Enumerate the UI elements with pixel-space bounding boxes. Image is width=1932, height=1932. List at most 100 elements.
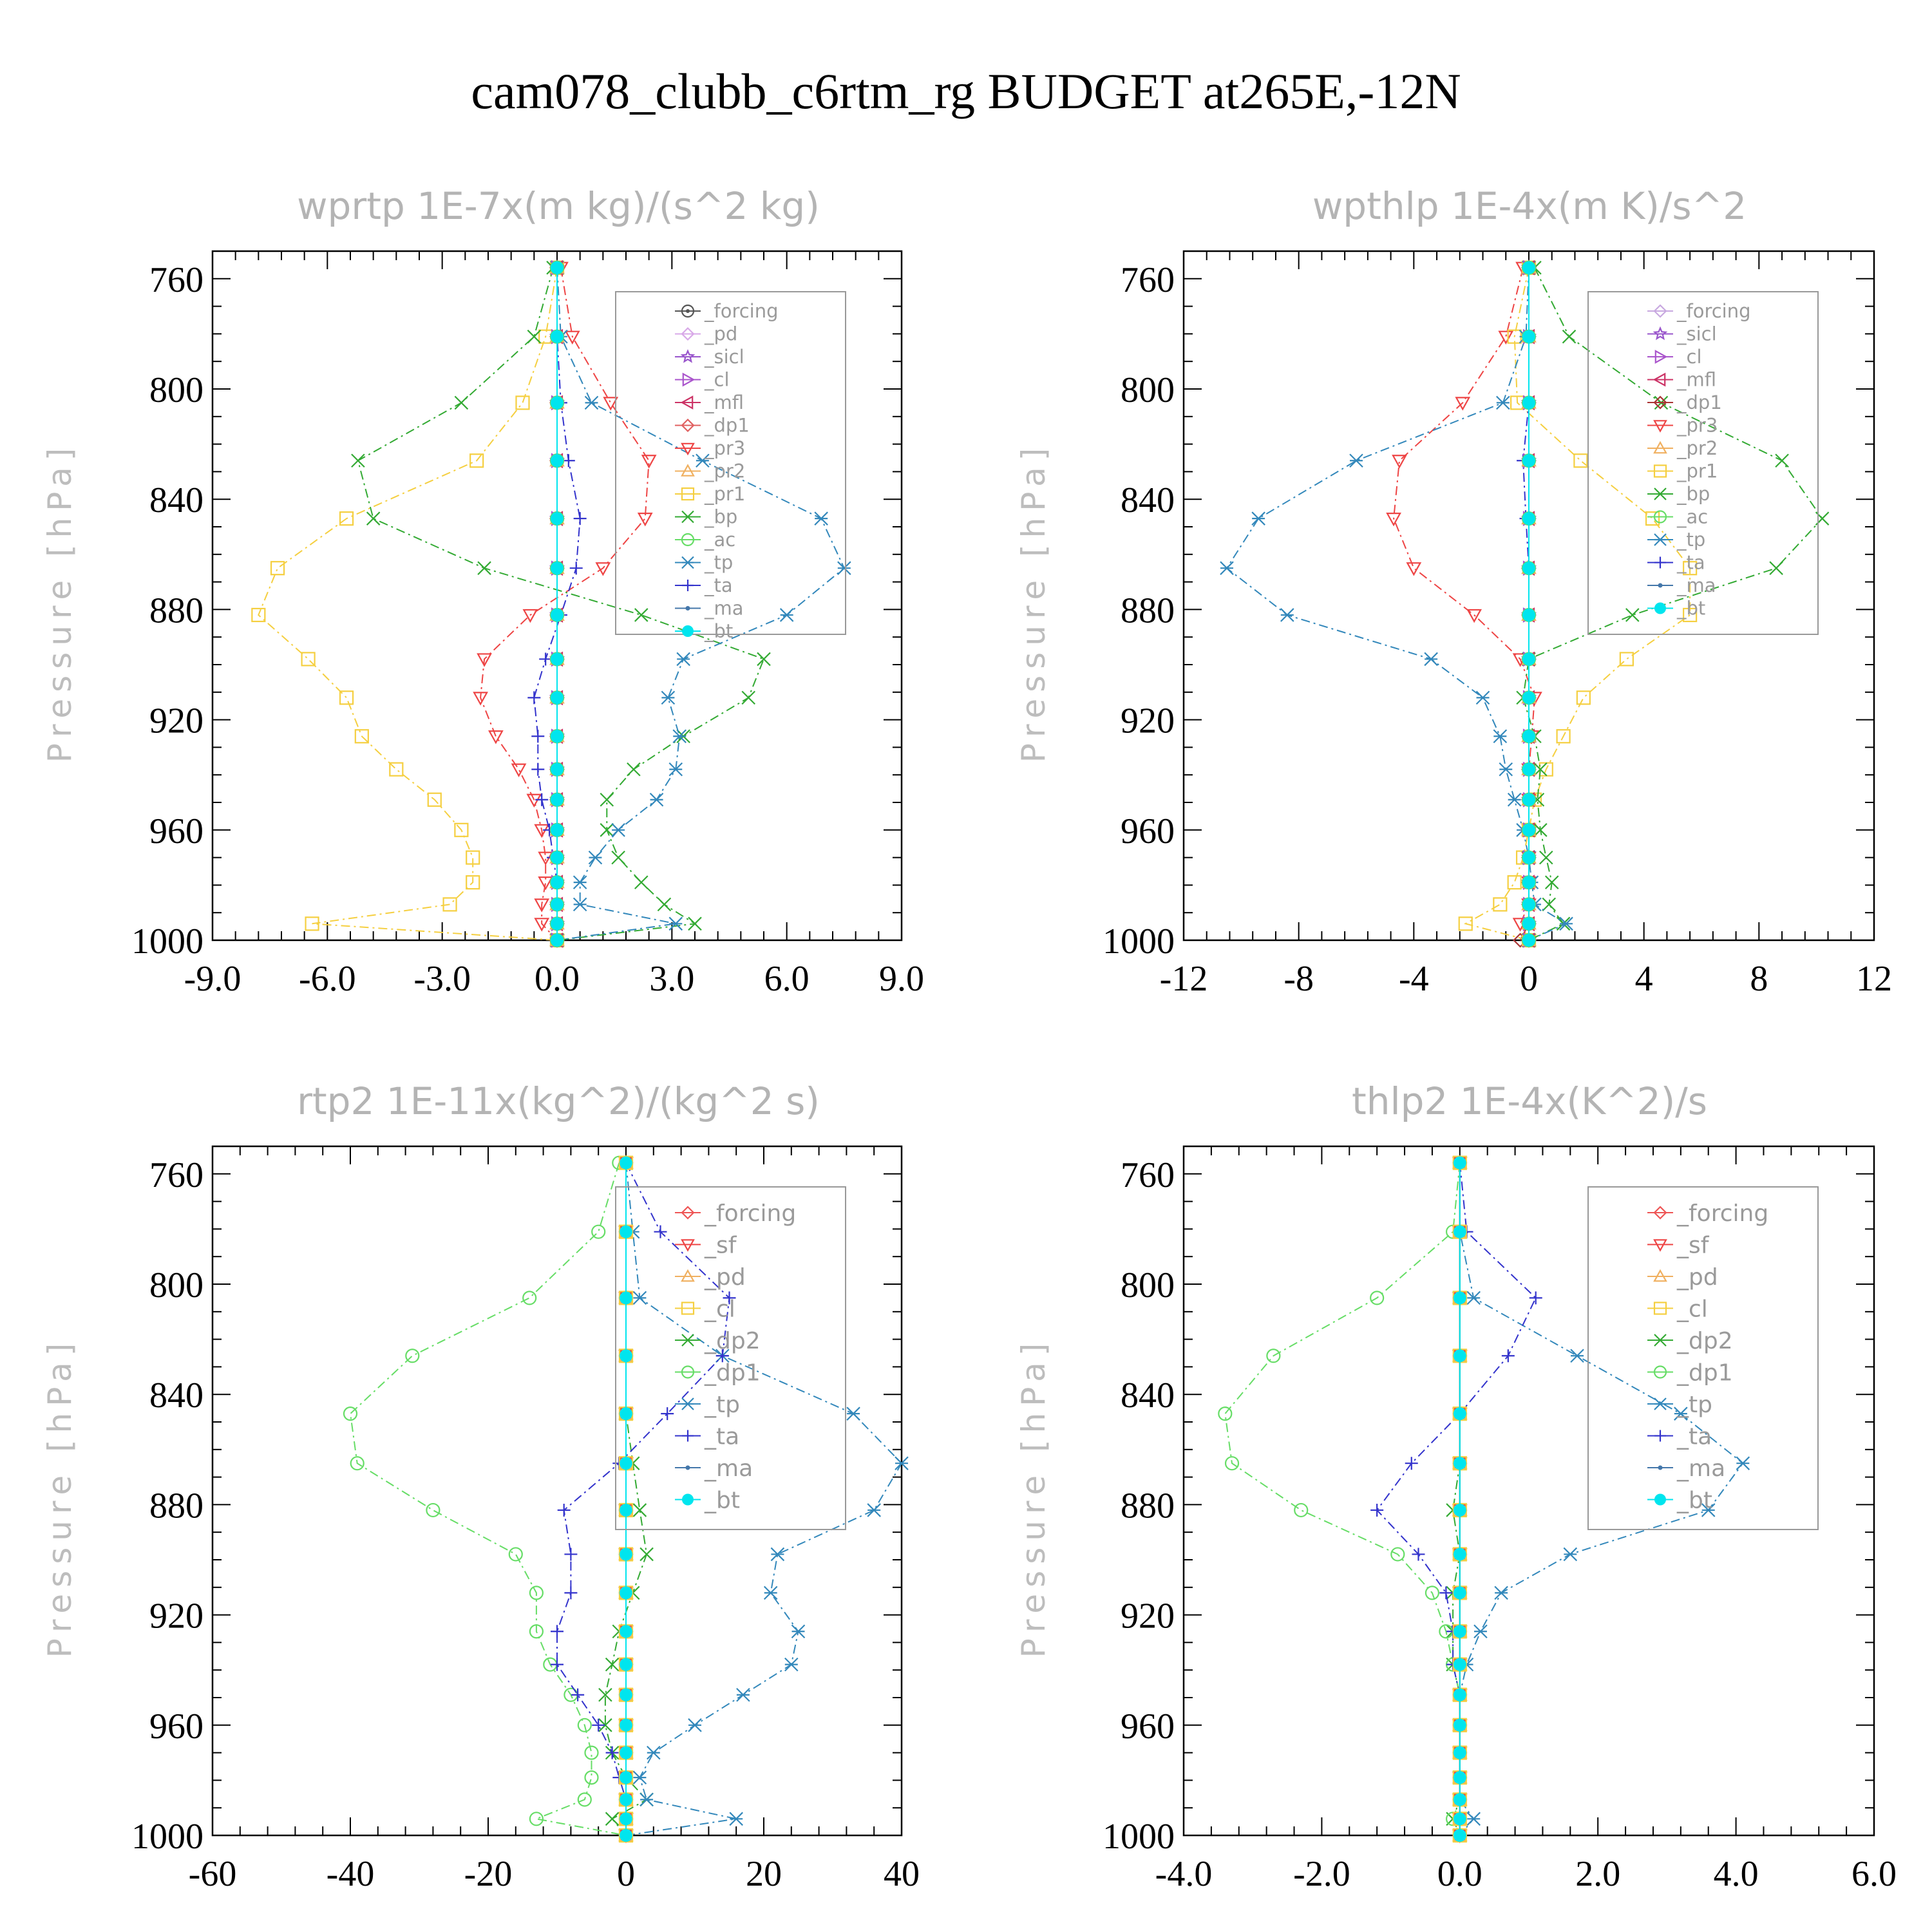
legend-marker xyxy=(1654,1334,1667,1347)
data-point xyxy=(620,1548,632,1561)
data-point xyxy=(522,1291,537,1305)
legend-label: _mfl xyxy=(1676,369,1716,391)
data-point xyxy=(1736,1456,1750,1470)
legend-marker xyxy=(685,1465,690,1470)
legend-marker xyxy=(1653,440,1667,454)
series-bt xyxy=(1522,261,1535,947)
legend-label: _pr2 xyxy=(704,460,745,482)
legend-item: _forcing xyxy=(1647,300,1751,322)
legend-marker xyxy=(1654,533,1667,546)
y-tick-label: 840 xyxy=(1121,1376,1175,1416)
legend-label: _mfl xyxy=(704,392,744,413)
data-point xyxy=(1522,652,1535,666)
y-tick-label: 880 xyxy=(149,591,204,630)
legend-item: _sicl xyxy=(675,346,744,368)
x-tick-label: 9.0 xyxy=(879,959,924,999)
data-point xyxy=(600,823,614,837)
data-point xyxy=(770,1547,785,1562)
data-point xyxy=(584,1770,599,1785)
data-point xyxy=(1453,1812,1466,1826)
data-point xyxy=(1522,762,1535,776)
data-point xyxy=(427,792,442,807)
legend-label: _tp xyxy=(1676,529,1705,551)
legend-item: _cl xyxy=(1647,1296,1708,1323)
data-point xyxy=(814,511,828,526)
data-point xyxy=(1522,934,1535,947)
legend-item: _pr3 xyxy=(1647,415,1718,437)
data-point xyxy=(1533,762,1548,777)
data-point xyxy=(1522,330,1535,343)
legend-label: _bp xyxy=(704,506,737,528)
legend-marker xyxy=(1654,556,1666,569)
data-point xyxy=(1453,1625,1466,1638)
legend-marker xyxy=(1654,1493,1666,1506)
data-point xyxy=(551,1658,564,1671)
data-point xyxy=(661,1407,674,1421)
data-point xyxy=(763,1586,778,1600)
legend-item: _dp1 xyxy=(675,415,750,437)
data-point xyxy=(1701,1503,1716,1517)
x-tick-label: 40 xyxy=(884,1854,920,1894)
data-point xyxy=(1522,851,1535,864)
legend-label: _ta xyxy=(704,574,733,596)
data-point xyxy=(551,562,564,575)
data-point xyxy=(632,1770,647,1785)
data-point xyxy=(1683,561,1698,576)
y-tick-label: 760 xyxy=(1121,1155,1175,1195)
data-point xyxy=(551,1625,564,1638)
data-point xyxy=(632,1503,647,1517)
data-point xyxy=(1453,1746,1466,1759)
data-point xyxy=(573,875,587,889)
data-point xyxy=(551,396,564,410)
data-point xyxy=(1563,1547,1578,1562)
legend-label: _cl xyxy=(1676,1296,1708,1323)
legend-item: _dp1 xyxy=(1647,1360,1733,1387)
data-point xyxy=(405,1349,420,1363)
legend-item: _sf xyxy=(1647,1233,1710,1259)
data-point xyxy=(531,730,545,743)
data-point xyxy=(577,1718,592,1732)
panel-wprtp: wprtp 1E-7x(m kg)/(s^2 kg) Pressure [hPa… xyxy=(41,184,924,999)
legend-marker xyxy=(1654,350,1668,364)
series-line xyxy=(258,267,558,941)
data-point xyxy=(343,1406,358,1421)
data-point xyxy=(1522,898,1535,911)
y-tick-label: 840 xyxy=(1121,480,1175,520)
data-point xyxy=(688,916,702,931)
data-point xyxy=(339,690,354,705)
legend-marker xyxy=(681,533,695,547)
y-tick-label: 800 xyxy=(149,1265,204,1305)
legend: _forcing_sicl_cl_mfl_dp1_pr3_pr2_pr1_bp_… xyxy=(1587,291,1819,635)
data-point xyxy=(1466,1812,1481,1826)
data-point xyxy=(620,1625,632,1638)
legend-item: _ta xyxy=(1647,552,1705,574)
data-point xyxy=(620,1812,632,1826)
data-point xyxy=(1522,608,1535,621)
legend-item: _ma xyxy=(675,598,744,620)
data-point xyxy=(1576,690,1591,705)
legend-item: _ta xyxy=(675,574,733,596)
y-tick-label: 800 xyxy=(149,370,204,410)
y-tick-label: 760 xyxy=(1121,260,1175,300)
data-point xyxy=(620,1829,632,1842)
legend-item: _bp xyxy=(1647,483,1710,505)
data-point xyxy=(1493,897,1508,912)
data-point xyxy=(538,876,554,891)
data-point xyxy=(573,512,587,526)
y-tick-label: 760 xyxy=(149,260,204,300)
data-point xyxy=(620,1793,632,1806)
legend-marker xyxy=(1653,1269,1667,1282)
legend-marker xyxy=(681,510,694,524)
data-point xyxy=(620,1746,632,1759)
data-point xyxy=(1496,395,1510,410)
legend-label: _dp1 xyxy=(1676,392,1722,413)
data-point xyxy=(1562,329,1577,344)
legend-marker xyxy=(681,418,695,433)
data-point xyxy=(1533,823,1548,837)
y-axis-label: Pressure [hPa] xyxy=(1015,1337,1052,1658)
data-point xyxy=(1280,608,1294,622)
data-point xyxy=(784,1657,799,1672)
y-tick-label: 960 xyxy=(149,811,204,851)
data-point xyxy=(1455,397,1471,411)
data-point xyxy=(736,1687,750,1702)
